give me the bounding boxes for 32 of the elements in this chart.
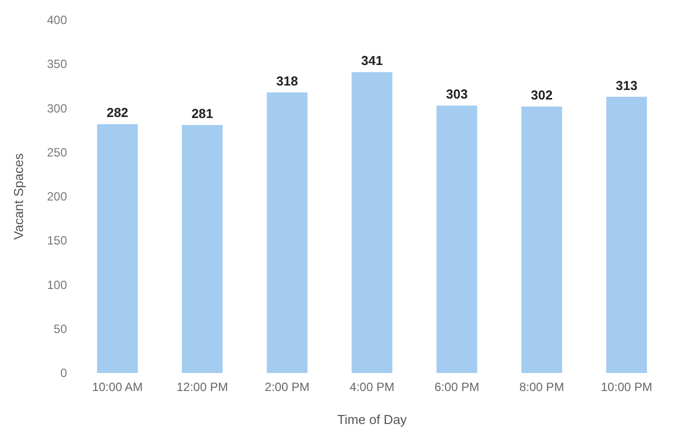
data-label: 281	[191, 106, 214, 122]
x-tick-label: 10:00 PM	[600, 380, 652, 394]
y-tick-label: 400	[46, 13, 68, 27]
y-tick-label: 200	[46, 190, 68, 204]
y-tick-label: 0	[60, 366, 68, 380]
x-tick-label: 8:00 PM	[519, 380, 564, 394]
y-tick-label: 100	[46, 278, 68, 292]
x-tick-label: 4:00 PM	[350, 380, 394, 394]
y-tick-label: 300	[46, 101, 68, 116]
bar	[436, 106, 478, 373]
bar	[352, 72, 392, 373]
x-axis-title: Time of Day	[337, 412, 408, 427]
bar	[182, 125, 223, 373]
x-tick-label: 2:00 PM	[264, 380, 310, 394]
y-tick-label: 250	[46, 145, 68, 160]
data-label: 282	[106, 105, 128, 120]
bar	[266, 92, 308, 373]
y-tick-label: 350	[46, 57, 68, 72]
y-tick-label: 150	[46, 234, 68, 248]
data-label: 313	[616, 78, 638, 93]
x-tick-label: 12:00 PM	[176, 380, 228, 394]
bar	[521, 106, 562, 373]
bar	[606, 96, 647, 373]
x-tick-label: 10:00 AM	[92, 380, 143, 394]
x-tick-label: 6:00 PM	[434, 380, 480, 394]
y-axis-title: Vacant Spaces	[11, 152, 26, 240]
y-tick-label: 50	[54, 322, 68, 336]
data-label: 303	[446, 86, 468, 102]
data-label: 302	[530, 87, 553, 102]
data-label: 341	[361, 53, 383, 68]
bar	[97, 124, 138, 373]
data-label: 318	[276, 73, 298, 88]
